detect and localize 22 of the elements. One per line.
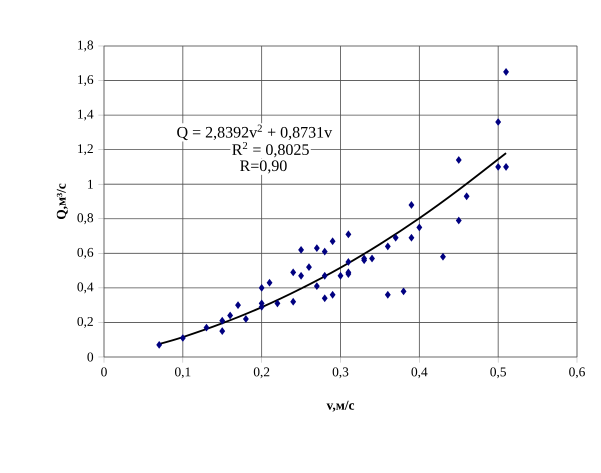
- y-tick-label: 1,2: [78, 144, 93, 156]
- y-tick-label: 1: [88, 180, 93, 189]
- y-tick-label: 1,6: [78, 75, 94, 86]
- y-tick-label: 1,8: [78, 40, 94, 52]
- x-tick-label: 0,5: [490, 367, 506, 378]
- y-tick-label: 0,2: [77, 316, 93, 328]
- annotation: Q = 2,8392v$^{2}$ + 0,8731v: [177, 124, 332, 140]
- x-axis-title: v,м/с: [326, 400, 354, 412]
- annotation: R=0,90: [240, 160, 287, 174]
- y-tick-label: 0,4: [77, 282, 94, 294]
- annotation: R$^{2}$ = 0,8025: [232, 142, 309, 158]
- x-tick-label: 0,2: [254, 367, 270, 378]
- x-tick-label: 0: [101, 367, 107, 376]
- y-tick-label: 0,8: [77, 213, 94, 224]
- y-tick-label: 1,4: [78, 110, 94, 121]
- x-tick-label: 0,6: [569, 367, 585, 378]
- y-tick-label: 0: [87, 352, 94, 362]
- y-axis-title: Q,м³/с: [56, 184, 68, 220]
- x-tick-label: 0,1: [175, 367, 190, 378]
- x-tick-label: 0,4: [412, 367, 428, 378]
- x-tick-label: 0,3: [332, 367, 348, 378]
- y-tick-label: 0,6: [77, 248, 94, 259]
